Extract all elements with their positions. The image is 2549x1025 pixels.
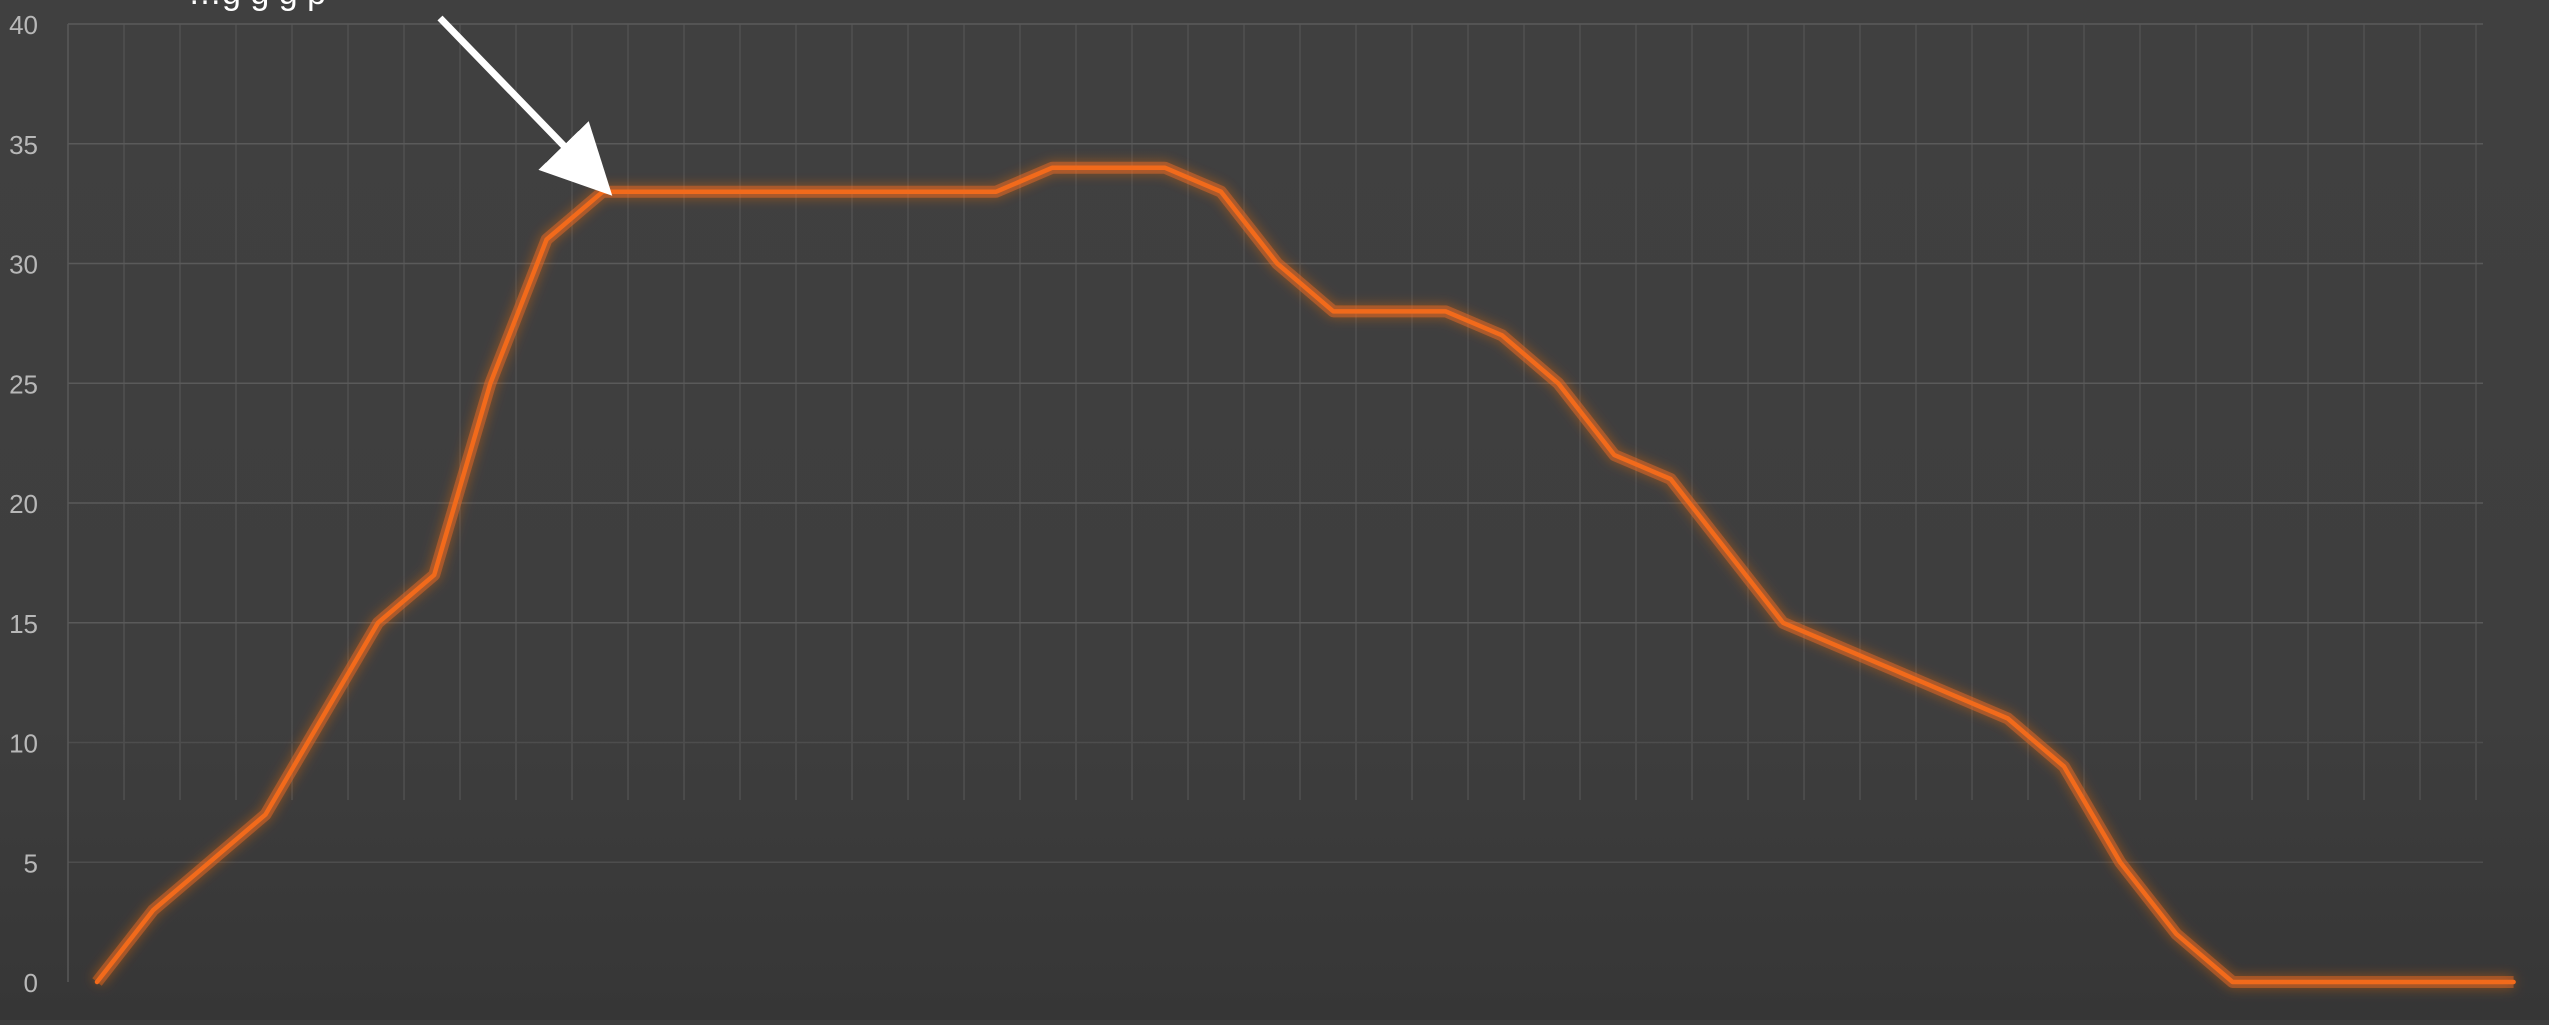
annotation-text: …g g g p (188, 0, 326, 12)
data-point (2287, 980, 2291, 984)
data-point (882, 190, 886, 194)
data-point (826, 190, 830, 194)
data-point (1331, 309, 1335, 313)
annotation-layer: …g g g p (188, 0, 613, 196)
y-tick-label: 15 (9, 609, 38, 639)
data-point (1837, 645, 1841, 649)
data-point (151, 908, 155, 912)
y-tick-label: 25 (9, 369, 38, 399)
data-point (2118, 860, 2122, 864)
data-point (1612, 453, 1616, 457)
annotation-arrow (437, 15, 613, 196)
data-point (713, 190, 717, 194)
data-point (207, 860, 211, 864)
data-point (1050, 166, 1054, 170)
series-layer (92, 161, 2516, 988)
data-point (2231, 980, 2235, 984)
data-point (994, 190, 998, 194)
horizontal-gridlines (68, 23, 2483, 863)
y-tick-label: 0 (24, 968, 38, 998)
data-point (432, 573, 436, 577)
data-point (2455, 980, 2459, 984)
data-point (2512, 980, 2516, 984)
data-point (1781, 621, 1785, 625)
y-tick-label: 20 (9, 489, 38, 519)
data-point (1669, 477, 1673, 481)
data-point (1893, 669, 1897, 673)
data-point (1500, 333, 1504, 337)
data-point (2062, 765, 2066, 768)
data-point (95, 980, 99, 984)
data-point (938, 190, 942, 194)
data-point (1725, 549, 1729, 553)
data-point (1388, 309, 1392, 313)
data-point (601, 190, 605, 194)
data-point (657, 190, 661, 194)
data-point (2343, 980, 2347, 984)
data-point (2174, 932, 2178, 936)
y-tick-label: 5 (24, 848, 38, 878)
data-point (1107, 166, 1111, 170)
data-point (264, 812, 268, 816)
y-tick-label: 10 (9, 729, 38, 759)
data-point (2006, 717, 2010, 720)
data-point (488, 381, 492, 385)
data-point (376, 621, 380, 625)
data-point (320, 717, 324, 720)
data-point (1556, 381, 1560, 385)
data-point (2399, 980, 2403, 984)
data-point (1219, 190, 1223, 194)
data-point (769, 190, 773, 194)
y-tick-label: 35 (9, 130, 38, 160)
data-point (1163, 166, 1167, 170)
y-axis: 0 5 10 15 20 25 30 35 40 (9, 10, 69, 998)
data-point (1275, 262, 1279, 265)
data-point (1444, 309, 1448, 313)
vertical-gridlines (67, 24, 2477, 800)
y-tick-label: 30 (9, 250, 38, 280)
data-point (1950, 693, 1954, 697)
series-line (94, 165, 2516, 985)
y-tick-label: 40 (9, 10, 38, 40)
data-point (545, 238, 549, 241)
